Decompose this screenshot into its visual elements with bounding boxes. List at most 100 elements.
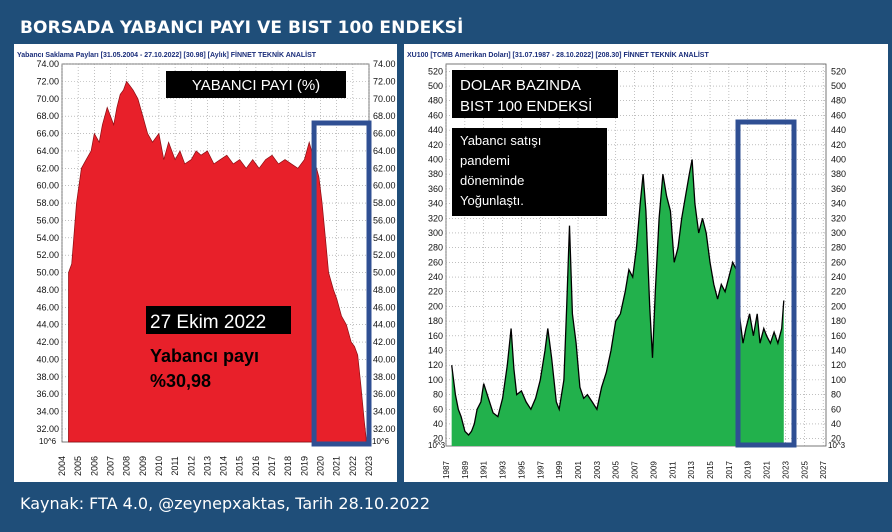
y-tick-label-left: 66.00	[36, 129, 59, 139]
y-tick-label-right: 64.00	[373, 146, 396, 156]
y-tick-label-right: 50.00	[373, 268, 396, 278]
x-tick-label: 1991	[480, 461, 489, 479]
y-tick-label-right: 62.00	[373, 163, 396, 173]
x-tick-label: 2027	[819, 461, 828, 479]
y-tick-label-left: 40	[433, 419, 443, 429]
x-tick-label: 1989	[461, 461, 470, 479]
y-tick-label-right: 260	[831, 257, 846, 267]
y-tick-label-left: 36.00	[36, 389, 59, 399]
annotation-date-box	[146, 306, 291, 334]
x-tick-label: 2018	[283, 456, 293, 476]
y-tick-label-right: 280	[831, 243, 846, 253]
y-tick-label-right: 42.00	[373, 337, 396, 347]
y-tick-label-left: 80	[433, 390, 443, 400]
x-tick-label: 2021	[763, 461, 772, 479]
y-tick-label-right: 340	[831, 199, 846, 209]
y-tick-label-left: 74.00	[36, 59, 59, 69]
y-tick-label-left: 60.00	[36, 181, 59, 191]
y-tick-label-left: 420	[428, 140, 443, 150]
y-tick-label-left: 50.00	[36, 268, 59, 278]
source-caption: Kaynak: FTA 4.0, @zeynepxaktas, Tarih 28…	[20, 494, 431, 513]
y-tick-label-left: 120	[428, 360, 443, 370]
y-tick-label-right: 460	[831, 110, 846, 120]
x-tick-label: 2005	[612, 461, 621, 479]
y-tick-label-left: 46.00	[36, 302, 59, 312]
y-tick-label-right: 440	[831, 125, 846, 135]
y-tick-label-right: 40.00	[373, 354, 396, 364]
annotation-value: %30,98	[150, 371, 211, 391]
y-tick-label-left: 20	[433, 434, 443, 444]
y-tick-label-left: 52.00	[36, 250, 59, 260]
y-tick-label-left: 72.00	[36, 76, 59, 86]
x-tick-label: 2015	[706, 461, 715, 479]
y-tick-label-left: 160	[428, 331, 443, 341]
chart-header: XU100 [TCMB Amerikan Doları] [31.07.1987…	[407, 51, 709, 59]
y-tick-label-right: 58.00	[373, 198, 396, 208]
y-tick-label-right: 200	[831, 301, 846, 311]
y-tick-label-right: 52.00	[373, 250, 396, 260]
y-tick-label-left: 32.00	[36, 424, 59, 434]
x-tick-label: 2017	[267, 456, 277, 476]
y-tick-label-left: 54.00	[36, 233, 59, 243]
y-tick-label-right: 70.00	[373, 94, 396, 104]
y-tick-label-left: 64.00	[36, 146, 59, 156]
x-tick-label: 2009	[649, 461, 658, 479]
bist100-usd-chart-panel: XU100 [TCMB Amerikan Doları] [31.07.1987…	[404, 44, 888, 482]
chart-title-box	[452, 70, 618, 118]
x-tick-label: 2019	[744, 461, 753, 479]
y-tick-label-right: 54.00	[373, 233, 396, 243]
y-tick-label-left: 68.00	[36, 111, 59, 121]
scale-note-left: 10^3	[428, 441, 446, 450]
y-tick-label-right: 32.00	[373, 424, 396, 434]
y-tick-label-left: 260	[428, 257, 443, 267]
annotation-date: 27 Ekim 2022	[150, 312, 266, 333]
x-tick-label: 2004	[57, 456, 67, 476]
annotation-label: Yabancı payı	[150, 346, 259, 366]
y-tick-label-right: 74.00	[373, 59, 396, 69]
chart-title-line2: BIST 100 ENDEKSİ	[460, 97, 592, 115]
y-tick-label-right: 180	[831, 316, 846, 326]
y-tick-label-right: 100	[831, 375, 846, 385]
y-tick-label-right: 520	[831, 66, 846, 76]
x-tick-label: 2007	[631, 461, 640, 479]
series-line-bist100	[451, 159, 785, 436]
y-tick-label-right: 66.00	[373, 129, 396, 139]
y-tick-label-left: 480	[428, 96, 443, 106]
x-tick-label: 2013	[687, 461, 696, 479]
note-line: Yoğunlaştı.	[460, 193, 524, 208]
y-tick-label-right: 500	[831, 81, 846, 91]
x-tick-label: 2013	[202, 456, 212, 476]
x-tick-label: 2009	[138, 456, 148, 476]
y-tick-label-right: 56.00	[373, 215, 396, 225]
y-tick-label-left: 460	[428, 110, 443, 120]
x-tick-label: 2001	[574, 461, 583, 479]
note-line: döneminde	[460, 173, 524, 188]
y-tick-label-left: 44.00	[36, 320, 59, 330]
y-tick-label-right: 120	[831, 360, 846, 370]
y-tick-label-left: 200	[428, 301, 443, 311]
x-tick-label: 2017	[725, 461, 734, 479]
bist100-usd-chart: XU100 [TCMB Amerikan Doları] [31.07.1987…	[407, 51, 846, 479]
foreign-share-chart: Yabancı Saklama Payları [31.05.2004 - 27…	[17, 51, 396, 476]
y-tick-label-left: 240	[428, 272, 443, 282]
y-tick-label-right: 48.00	[373, 285, 396, 295]
x-tick-label: 2003	[593, 461, 602, 479]
y-tick-label-left: 500	[428, 81, 443, 91]
x-tick-label: 2015	[235, 456, 245, 476]
chart-title-line1: DOLAR BAZINDA	[460, 77, 581, 94]
y-tick-label-right: 40	[831, 419, 841, 429]
scale-note-right: 10^3	[828, 441, 846, 450]
y-tick-label-left: 48.00	[36, 285, 59, 295]
chart-header: Yabancı Saklama Payları [31.05.2004 - 27…	[17, 51, 317, 59]
note-box	[452, 128, 607, 216]
y-tick-label-right: 36.00	[373, 389, 396, 399]
y-tick-label-right: 420	[831, 140, 846, 150]
x-tick-label: 2008	[122, 456, 132, 476]
y-tick-label-left: 360	[428, 184, 443, 194]
y-tick-label-right: 240	[831, 272, 846, 282]
x-tick-label: 2014	[219, 456, 229, 476]
x-tick-label: 2012	[186, 456, 196, 476]
y-tick-label-right: 480	[831, 96, 846, 106]
y-tick-label-left: 520	[428, 66, 443, 76]
y-tick-label-left: 70.00	[36, 94, 59, 104]
